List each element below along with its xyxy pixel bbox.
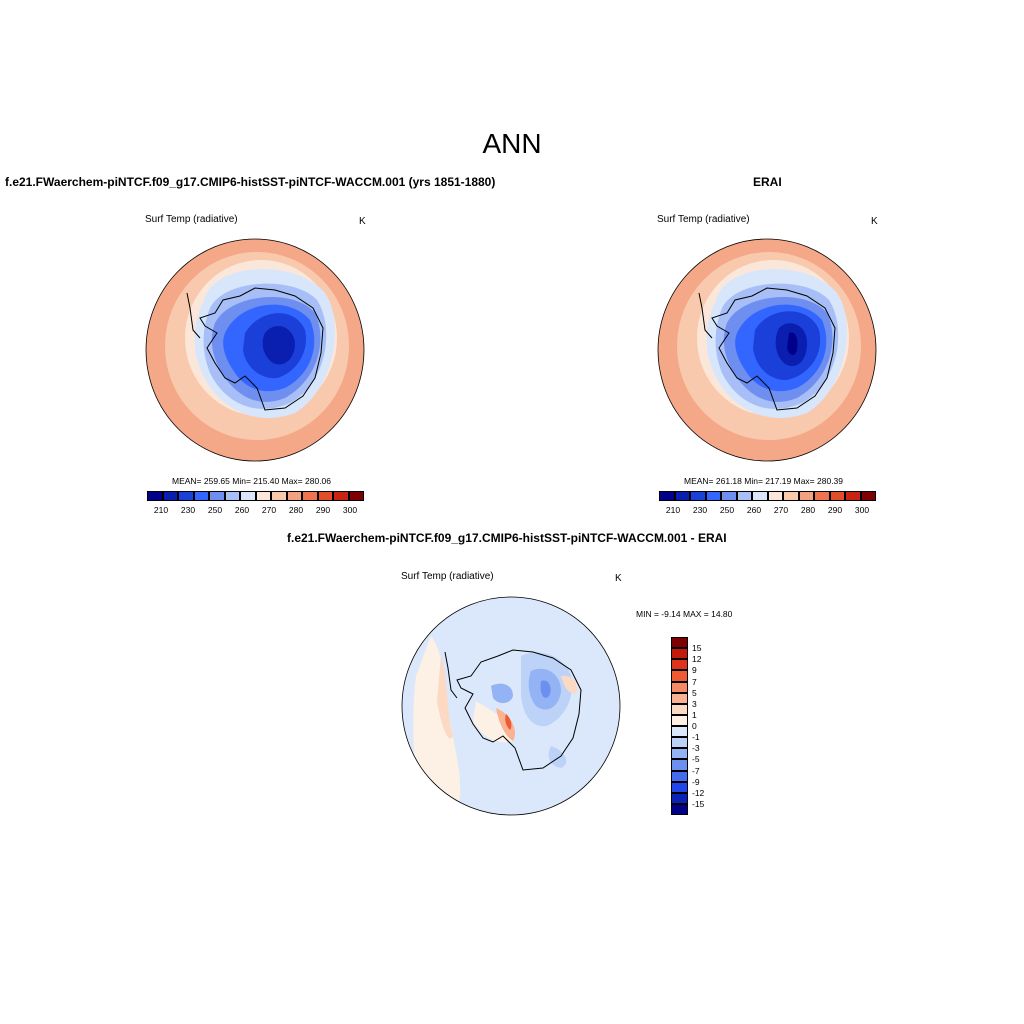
colorbar-swatch [671,681,688,693]
colorbar-label: -9 [692,776,700,787]
panel-3-polar-map [401,596,621,816]
panel-2-colorbar [659,491,876,501]
colorbar-swatch [860,491,876,501]
colorbar-swatch [829,491,845,501]
colorbar-swatch [845,491,861,501]
colorbar-swatch [209,491,225,501]
colorbar-swatch [178,491,194,501]
colorbar-label: 290 [827,505,843,515]
colorbar-swatch [659,491,675,501]
panel-3-colorbar [671,637,688,815]
colorbar-swatch [271,491,287,501]
colorbar-swatch [671,748,688,760]
colorbar-swatch [671,737,688,749]
colorbar-swatch [814,491,830,501]
colorbar-label: -1 [692,732,700,743]
colorbar-swatch [671,781,688,793]
colorbar-label: -3 [692,743,700,754]
colorbar-swatch [783,491,799,501]
colorbar-label: 270 [773,505,789,515]
colorbar-swatch [674,491,690,501]
panel-3-colorbar-labels: 15 12 9 7 5 3 1 0 -1 -3 -5 -7 -9 -12 -15 [692,637,732,815]
panel-2-title: ERAI [753,175,782,189]
main-title: ANN [482,128,542,159]
colorbar-label: 0 [692,721,697,731]
colorbar-swatch [705,491,721,501]
panel-3-title: f.e21.FWaerchem-piNTCF.f09_g17.CMIP6-his… [287,531,727,545]
colorbar-label: 230 [180,505,196,515]
panel-2-variable: Surf Temp (radiative) [657,214,750,225]
colorbar-swatch [671,714,688,726]
panel-3-stats: MIN = -9.14 MAX = 14.80 [636,609,733,619]
colorbar-swatch [671,770,688,782]
colorbar-label: 3 [692,698,697,709]
panel-2-stats: MEAN= 261.18 Min= 217.19 Max= 280.39 [684,476,844,486]
colorbar-swatch [671,648,688,660]
colorbar-label: 5 [692,687,697,698]
colorbar-label: 290 [315,505,331,515]
colorbar-swatch [240,491,256,501]
colorbar-label: 280 [288,505,304,515]
colorbar-swatch [224,491,240,501]
colorbar-label: 260 [234,505,250,515]
panel-1-colorbar [147,491,364,501]
panel-1-stats: MEAN= 259.65 Min= 215.40 Max= 280.06 [172,476,332,486]
colorbar-swatch [671,803,688,815]
colorbar-label: 12 [692,654,702,665]
colorbar-label: 250 [719,505,735,515]
colorbar-label: 260 [746,505,762,515]
colorbar-label: 270 [261,505,277,515]
colorbar-swatch [767,491,783,501]
colorbar-label: 230 [692,505,708,515]
colorbar-label: 300 [854,505,870,515]
colorbar-swatch [147,491,163,501]
colorbar-swatch [333,491,349,501]
panel-2-polar-map [657,238,877,462]
colorbar-swatch [671,759,688,771]
colorbar-label: -7 [692,765,700,776]
panel-1-units: K [359,216,366,227]
panel-2-units: K [871,216,878,227]
colorbar-label: 7 [692,676,697,687]
colorbar-swatch [671,637,688,649]
colorbar-swatch [286,491,302,501]
colorbar-label: 250 [207,505,223,515]
colorbar-label: -15 [692,798,705,809]
panel-1-title: f.e21.FWaerchem-piNTCF.f09_g17.CMIP6-his… [5,175,496,189]
colorbar-swatch [302,491,318,501]
colorbar-swatch [162,491,178,501]
colorbar-label: 300 [342,505,358,515]
panel-1-variable: Surf Temp (radiative) [145,214,238,225]
panel-1-polar-map [145,238,365,462]
panel-1-colorbar-labels: 210 230 250 260 270 280 290 300 [147,505,364,517]
colorbar-swatch [671,659,688,671]
colorbar-label: -12 [692,787,705,798]
colorbar-swatch [671,703,688,715]
colorbar-swatch [317,491,333,501]
colorbar-swatch [671,692,688,704]
colorbar-swatch [671,792,688,804]
colorbar-label: -5 [692,754,700,765]
colorbar-swatch [752,491,768,501]
colorbar-label: 1 [692,709,697,720]
colorbar-label: 210 [665,505,681,515]
colorbar-swatch [736,491,752,501]
colorbar-label: 210 [153,505,169,515]
panel-3-units: K [615,573,622,584]
colorbar-swatch [798,491,814,501]
colorbar-swatch [721,491,737,501]
colorbar-label: 15 [692,643,702,654]
colorbar-swatch [348,491,364,501]
colorbar-swatch [193,491,209,501]
colorbar-swatch [671,670,688,682]
colorbar-swatch [671,726,688,738]
panel-3-variable: Surf Temp (radiative) [401,571,494,582]
panel-2-colorbar-labels: 210 230 250 260 270 280 290 300 [659,505,876,517]
colorbar-label: 280 [800,505,816,515]
colorbar-swatch [690,491,706,501]
colorbar-label: 9 [692,665,697,676]
colorbar-swatch [255,491,271,501]
